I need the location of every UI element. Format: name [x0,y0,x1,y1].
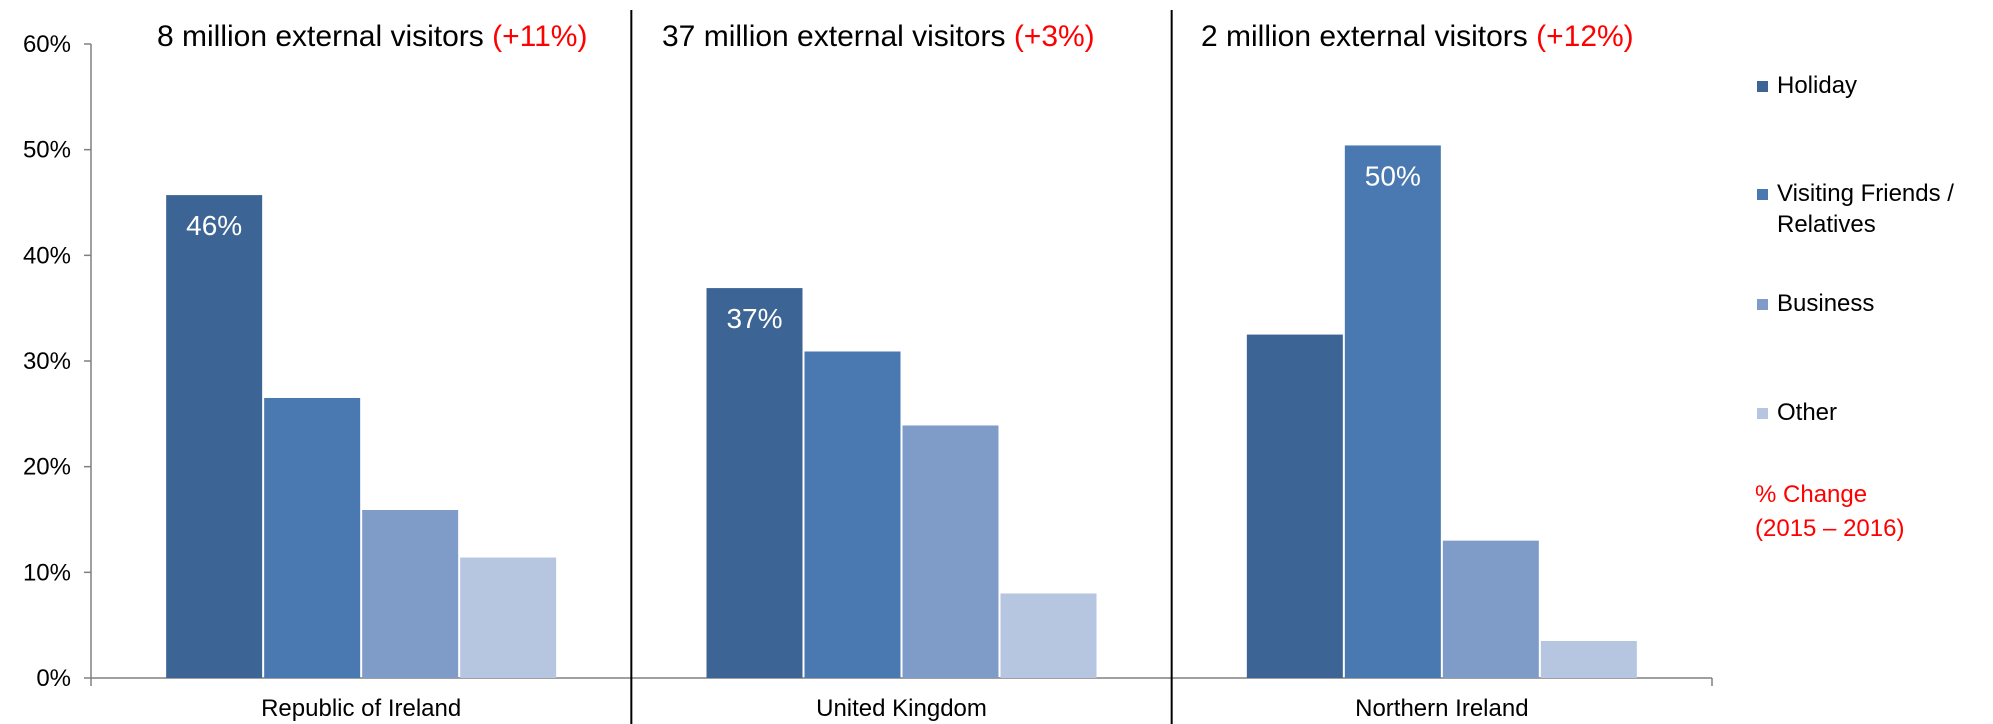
bar-other [1000,593,1097,678]
y-tick-label: 0% [36,665,71,692]
x-category-label: Republic of Ireland [261,695,461,722]
data-label: 50% [1365,160,1421,191]
panel-title-republic-of-ireland: 8 million external visitors (+11%) [157,20,587,54]
bar-visiting-friends-relatives [804,351,901,678]
legend-swatch [1757,81,1768,92]
bar-visiting-friends-relatives [264,397,361,678]
change-text: (+3%) [1013,20,1095,53]
data-label: 37% [726,303,782,334]
bar-holiday [706,288,803,678]
y-tick-label: 40% [23,242,71,269]
y-tick-label: 30% [23,348,71,375]
change-text: (+12%) [1536,20,1634,53]
legend-label: Holiday [1777,72,1858,99]
bar-holiday [1246,334,1343,678]
legend-label: Business [1777,290,1875,317]
legend-item-other: Other [1755,397,1985,428]
bar-business [1442,540,1539,678]
change-note: % Change (2015 – 2016) [1755,478,1975,546]
panel-title-northern-ireland: 2 million external visitors (+12%) [1201,20,1634,54]
data-label: 46% [186,210,242,241]
bar-business [362,509,459,678]
visitors-text: 8 million external visitors [157,20,484,53]
change-note-line1: % Change [1755,481,1868,508]
change-note-line2: (2015 – 2016) [1755,515,1905,542]
change-text: (+11%) [492,20,588,53]
visitors-text: 37 million external visitors [662,20,1006,53]
legend-item-holiday: Holiday [1755,70,1985,101]
bar-visiting-friends-relatives [1344,145,1441,678]
legend-item-visiting-friends: Visiting Friends / Relatives [1755,178,1985,240]
x-category-label: United Kingdom [816,695,987,722]
panel-title-united-kingdom: 37 million external visitors (+3%) [662,20,1095,54]
bar-other [1540,641,1637,678]
y-tick-label: 20% [23,454,71,481]
legend-label: Visiting Friends / Relatives [1777,180,1954,238]
legend-swatch [1757,189,1768,200]
bar-holiday [166,195,263,678]
y-tick-label: 60% [23,31,71,58]
y-tick-label: 10% [23,559,71,586]
y-tick-label: 50% [23,137,71,164]
legend-item-business: Business [1755,288,1985,319]
legend-swatch [1757,299,1768,310]
bar-business [902,425,999,678]
legend-label: Other [1777,399,1838,426]
x-category-label: Northern Ireland [1355,695,1528,722]
legend-swatch [1757,408,1768,419]
visitors-text: 2 million external visitors [1201,20,1528,53]
bar-other [460,557,557,678]
